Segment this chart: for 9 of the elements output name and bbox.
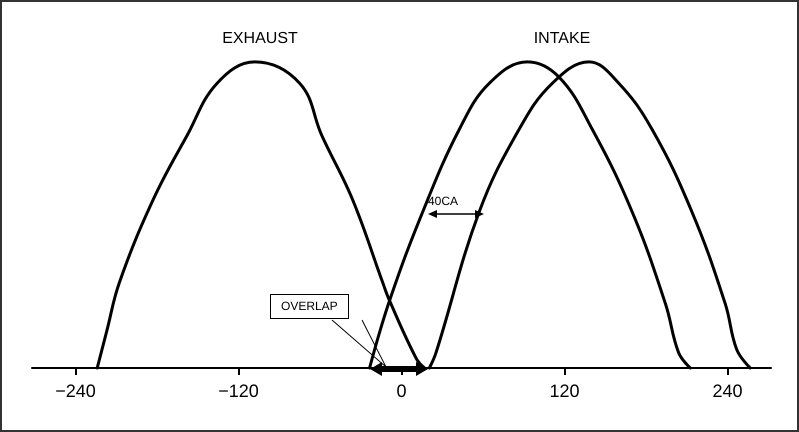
x-tick-label: 240 — [712, 381, 743, 401]
x-tick-label: −120 — [218, 381, 259, 401]
annotation: OVERLAP — [270, 294, 349, 320]
text: EXHAUST — [222, 30, 298, 48]
x-tick-label: 120 — [549, 381, 580, 401]
text: INTAKE — [534, 30, 590, 48]
x-tick-label: 0 — [396, 381, 407, 401]
x-tick-label: −240 — [55, 381, 96, 401]
annotation: 40CA — [428, 194, 458, 208]
